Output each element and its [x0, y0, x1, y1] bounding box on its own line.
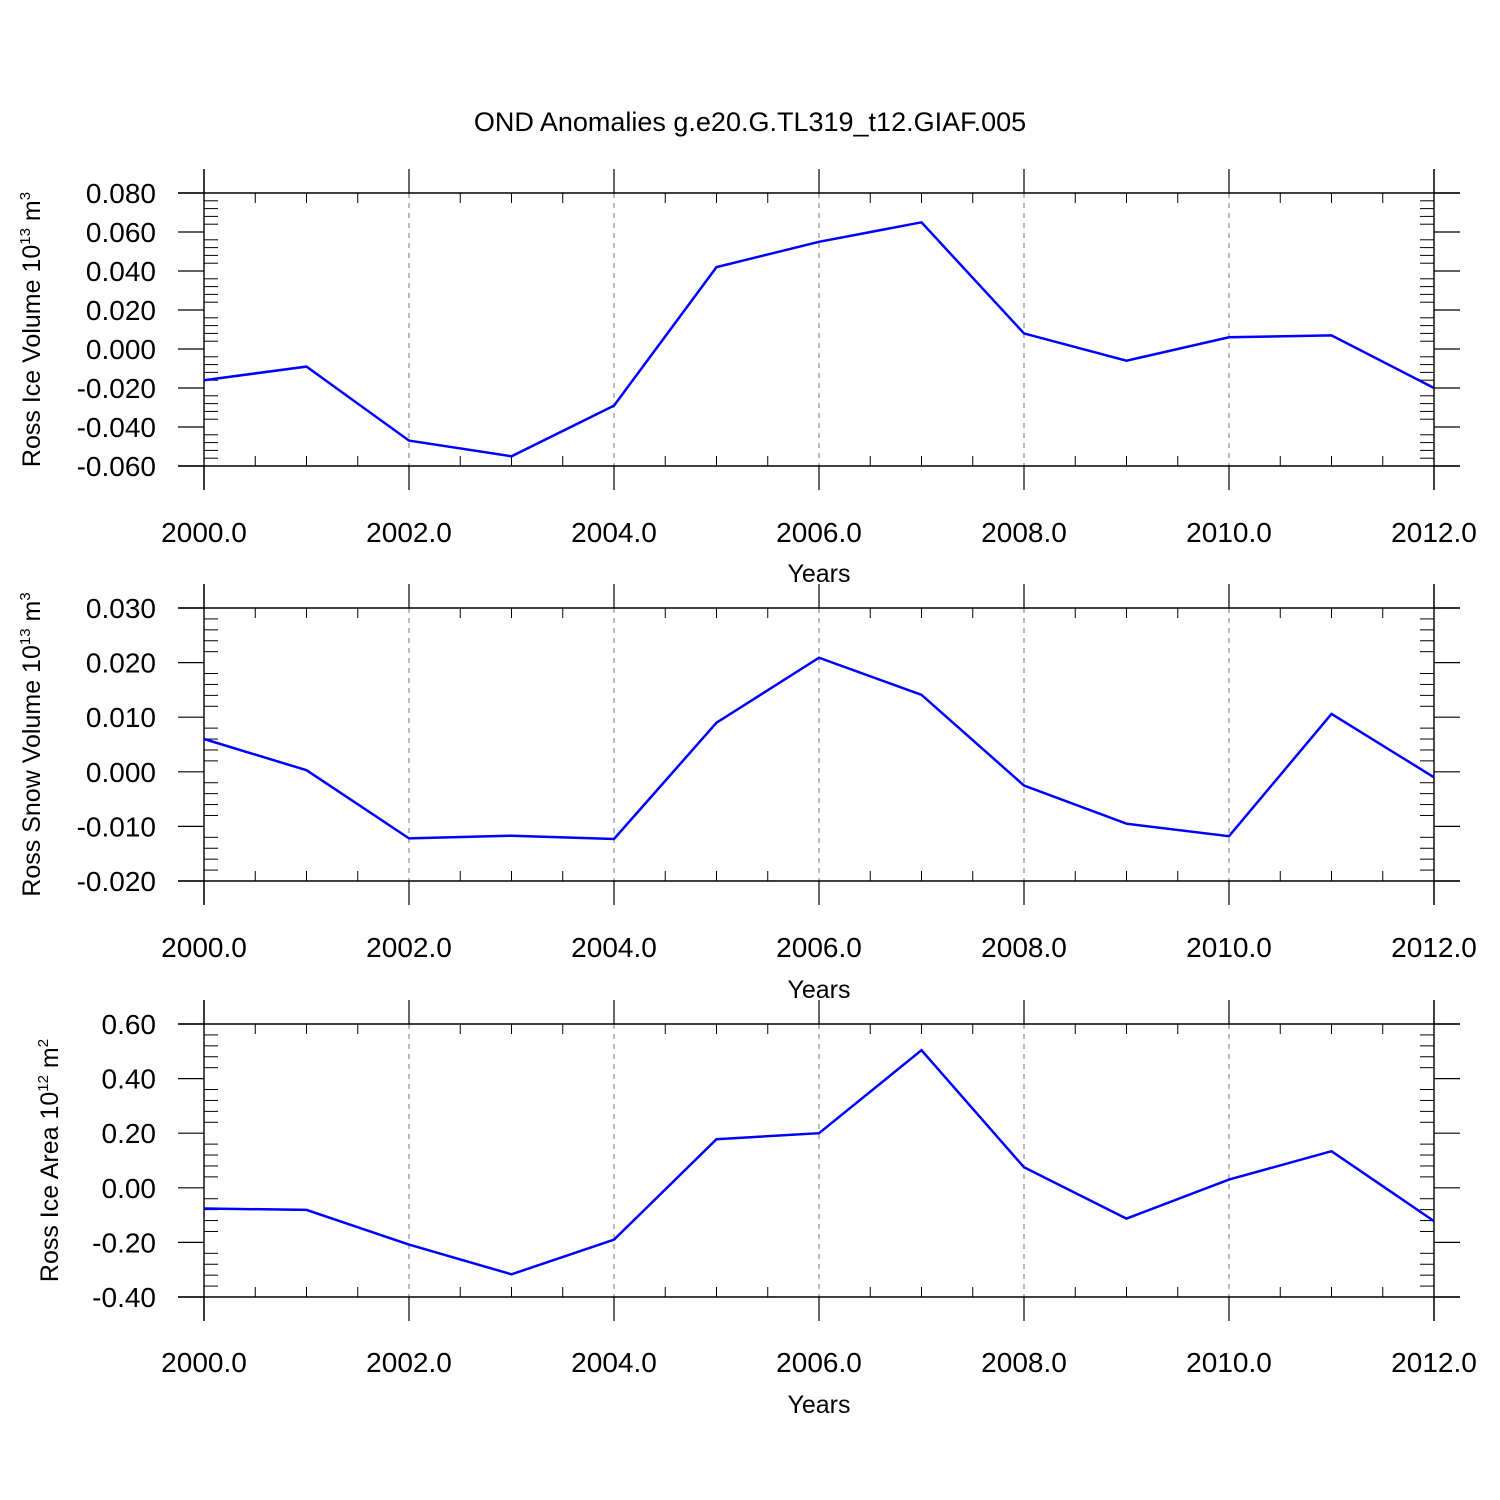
series-line: [203, 1048, 1435, 1276]
x-tick-label: 2008.0: [981, 517, 1067, 548]
y-axis-title: Ross Snow Volume 1013 m3: [17, 592, 46, 896]
x-tick-label: 2006.0: [776, 932, 862, 963]
y-tick-label: -0.010: [77, 811, 156, 842]
y-tick-label: 0.000: [86, 757, 156, 788]
x-axis-title: Years: [787, 1391, 850, 1419]
y-tick-label: 0.040: [86, 256, 156, 287]
y-tick-label: -0.040: [77, 412, 156, 443]
x-tick-label: 2004.0: [571, 517, 657, 548]
y-axis-title-superscript: 13: [17, 228, 34, 245]
x-tick-label: 2002.0: [366, 932, 452, 963]
y-tick-label: 0.020: [86, 648, 156, 679]
y-tick-label: 0.020: [86, 295, 156, 326]
y-tick-label: -0.40: [92, 1282, 156, 1313]
y-tick-label: 0.00: [102, 1173, 157, 1204]
y-tick-label: 0.030: [86, 593, 156, 624]
y-axis-title-superscript: 2: [35, 1039, 52, 1047]
y-axis-title: Ross Ice Volume 1013 m3: [17, 192, 46, 467]
panel-3: 0.60 0.40 0.20 0.00 -0.20 -0.40 2000.0 2002.0 20…: [35, 1000, 1477, 1419]
y-tick-label: 0.40: [102, 1064, 157, 1095]
y-tick-label: -0.060: [77, 451, 156, 482]
y-tick-label: 0.20: [102, 1118, 157, 1149]
x-tick-label: 2000.0: [161, 1347, 247, 1378]
x-tick-label: 2008.0: [981, 932, 1067, 963]
y-axis-title-part: Ross Ice Area 10: [36, 1092, 64, 1282]
panel-1: 0.080 0.060 0.040 0.020 0.000 -0.020 -0.040 -0.…: [17, 169, 1477, 588]
x-tick-label: 2012.0: [1391, 517, 1477, 548]
y-axis-title-part: Ross Ice Volume 10: [18, 245, 46, 467]
x-tick-label: 2012.0: [1391, 932, 1477, 963]
x-tick-label: 2002.0: [366, 1347, 452, 1378]
x-tick-label: 2010.0: [1186, 1347, 1272, 1378]
y-tick-label: 0.000: [86, 334, 156, 365]
x-tick-label: 2006.0: [776, 1347, 862, 1378]
x-tick-label: 2010.0: [1186, 932, 1272, 963]
panel-2: 0.030 0.020 0.010 0.000 -0.010 -0.020 2000.0 20…: [17, 584, 1477, 1004]
y-axis-title: Ross Ice Area 1012 m2: [35, 1039, 64, 1282]
x-tick-label: 2000.0: [161, 932, 247, 963]
chart-title: OND Anomalies g.e20.G.TL319_t12.GIAF.005: [474, 107, 1026, 137]
x-tick-label: 2010.0: [1186, 517, 1272, 548]
y-tick-label: -0.020: [77, 373, 156, 404]
y-axis-title-part: m: [36, 1047, 64, 1075]
x-axis-title: Years: [787, 560, 850, 588]
y-axis-title-superscript: 3: [17, 592, 34, 600]
y-tick-label: 0.060: [86, 217, 156, 248]
x-tick-label: 2004.0: [571, 932, 657, 963]
x-tick-label: 2012.0: [1391, 1347, 1477, 1378]
x-tick-label: 2008.0: [981, 1347, 1067, 1378]
y-axis-title-superscript: 12: [35, 1075, 52, 1092]
y-tick-label: 0.60: [102, 1009, 157, 1040]
y-axis-title-part: m: [18, 200, 46, 228]
y-axis-title-superscript: 3: [17, 192, 34, 200]
x-tick-label: 2004.0: [571, 1347, 657, 1378]
x-tick-label: 2000.0: [161, 517, 247, 548]
y-tick-label: -0.020: [77, 866, 156, 897]
y-tick-label: 0.080: [86, 178, 156, 209]
y-tick-label: -0.20: [92, 1227, 156, 1258]
x-tick-label: 2006.0: [776, 517, 862, 548]
y-axis-title-part: m: [18, 601, 46, 629]
y-axis-title-part: Ross Snow Volume 10: [18, 645, 46, 897]
y-axis-title-superscript: 13: [17, 628, 34, 645]
y-tick-label: 0.010: [86, 702, 156, 733]
x-axis-title: Years: [787, 976, 850, 1004]
x-tick-label: 2002.0: [366, 517, 452, 548]
